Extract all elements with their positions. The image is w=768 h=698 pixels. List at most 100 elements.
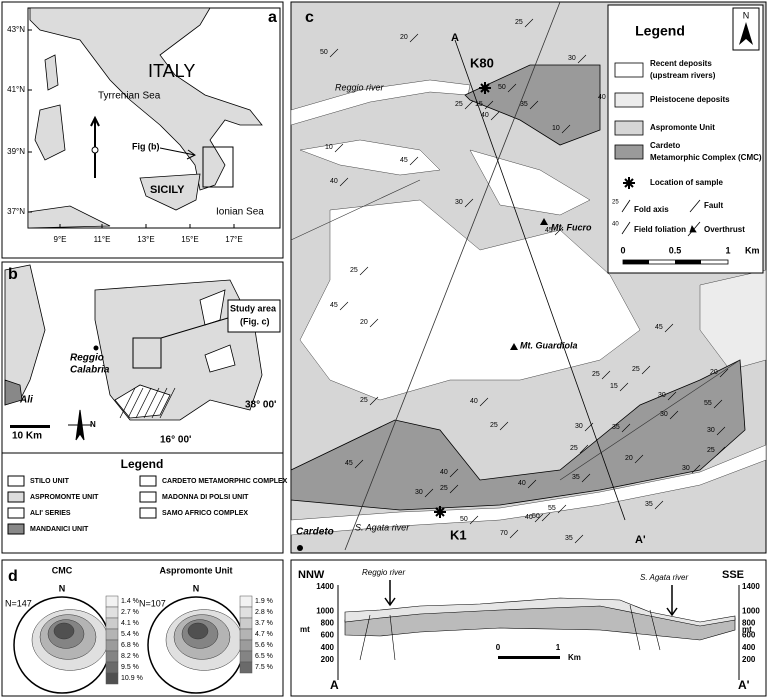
scale-label: 6.8 % — [121, 642, 139, 649]
foliation — [579, 444, 589, 454]
legend-swatch — [139, 475, 157, 487]
scale-swatch — [239, 606, 253, 619]
foliation — [641, 365, 651, 375]
fig-arrow — [159, 147, 196, 160]
foliation — [716, 446, 726, 456]
scale-swatch — [105, 650, 119, 663]
profile-upper — [344, 597, 736, 627]
fault — [344, 1, 561, 551]
foliation — [339, 301, 349, 311]
lat-label: 37°N — [7, 207, 25, 216]
dip-label: 30 — [415, 489, 423, 496]
scale-swatch — [239, 639, 253, 652]
scale-label: 3.7 % — [255, 620, 273, 627]
foliation — [424, 488, 434, 498]
foliation — [449, 468, 459, 478]
dip-label: 25 — [455, 101, 463, 108]
foliation — [529, 100, 539, 110]
section-label: A' — [635, 534, 646, 546]
foliation — [601, 370, 611, 380]
dip-label: 25 — [515, 19, 523, 26]
dip-label: 25 — [632, 366, 640, 373]
hatch — [143, 387, 160, 419]
section-label: A — [330, 678, 339, 692]
section-fault — [649, 609, 661, 651]
panel-label: a — [268, 9, 277, 26]
dip-label: 20 — [625, 455, 633, 462]
legend-item: ALI' SERIES — [30, 510, 71, 517]
foliation — [359, 266, 369, 276]
recent-area — [299, 199, 641, 401]
net-count: N=147 — [5, 598, 32, 608]
legend-swatch — [7, 491, 25, 503]
town-label: Calabria — [70, 365, 110, 376]
section-label: A' — [738, 678, 750, 692]
overthrust-symbol — [687, 221, 701, 237]
foliation — [490, 111, 500, 121]
foliation — [334, 143, 344, 153]
elevation-label: 1400 — [742, 582, 760, 591]
legend-swatch — [7, 523, 25, 535]
scale-swatch — [105, 617, 119, 630]
scale-bar-fill — [623, 260, 649, 264]
river-arrow — [384, 580, 396, 607]
elevation-label: 400 — [742, 643, 756, 652]
fault — [559, 359, 741, 481]
foliation — [557, 504, 567, 514]
mandanici — [4, 379, 23, 406]
dip-label: 25 — [570, 445, 578, 452]
legend-swatch — [7, 475, 25, 487]
foliation — [581, 473, 591, 483]
direction-label: NNW — [298, 569, 325, 581]
foliation — [619, 382, 629, 392]
scale-label: 6.5 % — [255, 653, 273, 660]
elevation-label: 800 — [321, 619, 335, 628]
unit-label: mt — [300, 625, 310, 634]
north-label: N — [59, 583, 66, 593]
elevation-label: 1400 — [316, 582, 334, 591]
dip-label: 30 — [455, 199, 463, 206]
foliation — [484, 100, 494, 110]
north-label: N — [90, 420, 96, 429]
dip-label: 20 — [400, 34, 408, 41]
dip-label: 15 — [475, 101, 483, 108]
net-title: CMC — [52, 565, 73, 575]
fig-ref: Fig (b) — [132, 141, 160, 151]
dip-label: 35 — [612, 424, 620, 431]
panel-frame — [1, 261, 284, 554]
foliation — [499, 421, 509, 431]
foliation — [654, 500, 664, 510]
foliation — [691, 464, 701, 474]
dip-label: 10 — [325, 144, 333, 151]
foliation — [479, 397, 489, 407]
italy — [29, 7, 263, 191]
north-arrow — [739, 22, 753, 45]
dip-label: 50 — [498, 84, 506, 91]
panel-frame — [1, 559, 284, 697]
island-label: SICILY — [150, 184, 185, 196]
hatch — [119, 387, 136, 419]
dip-label: 40 — [518, 480, 526, 487]
dip-label: 25 — [360, 397, 368, 404]
river-label: S. Agata river — [640, 573, 689, 582]
peak-label: Mt. Fucro — [551, 222, 592, 232]
peak-label: Mt. Guardiola — [520, 340, 578, 350]
foliation — [719, 368, 729, 378]
foliation — [584, 422, 594, 432]
scale-label: 4.1 % — [121, 620, 139, 627]
sicily — [139, 173, 201, 211]
foliation — [667, 391, 677, 401]
scale-label: 5.4 % — [121, 631, 139, 638]
sample-marker — [434, 506, 446, 518]
scale-swatch — [105, 628, 119, 641]
dip-label: 30 — [682, 465, 690, 472]
foliation — [409, 156, 419, 166]
lat-label: 39°N — [7, 147, 25, 156]
elevation-label: 200 — [321, 655, 335, 664]
town-label: Reggio — [70, 353, 104, 364]
section-fault — [389, 614, 396, 661]
section-fault — [629, 604, 641, 651]
scale-label: Km — [745, 245, 760, 255]
lon-label: 11°E — [94, 235, 111, 244]
